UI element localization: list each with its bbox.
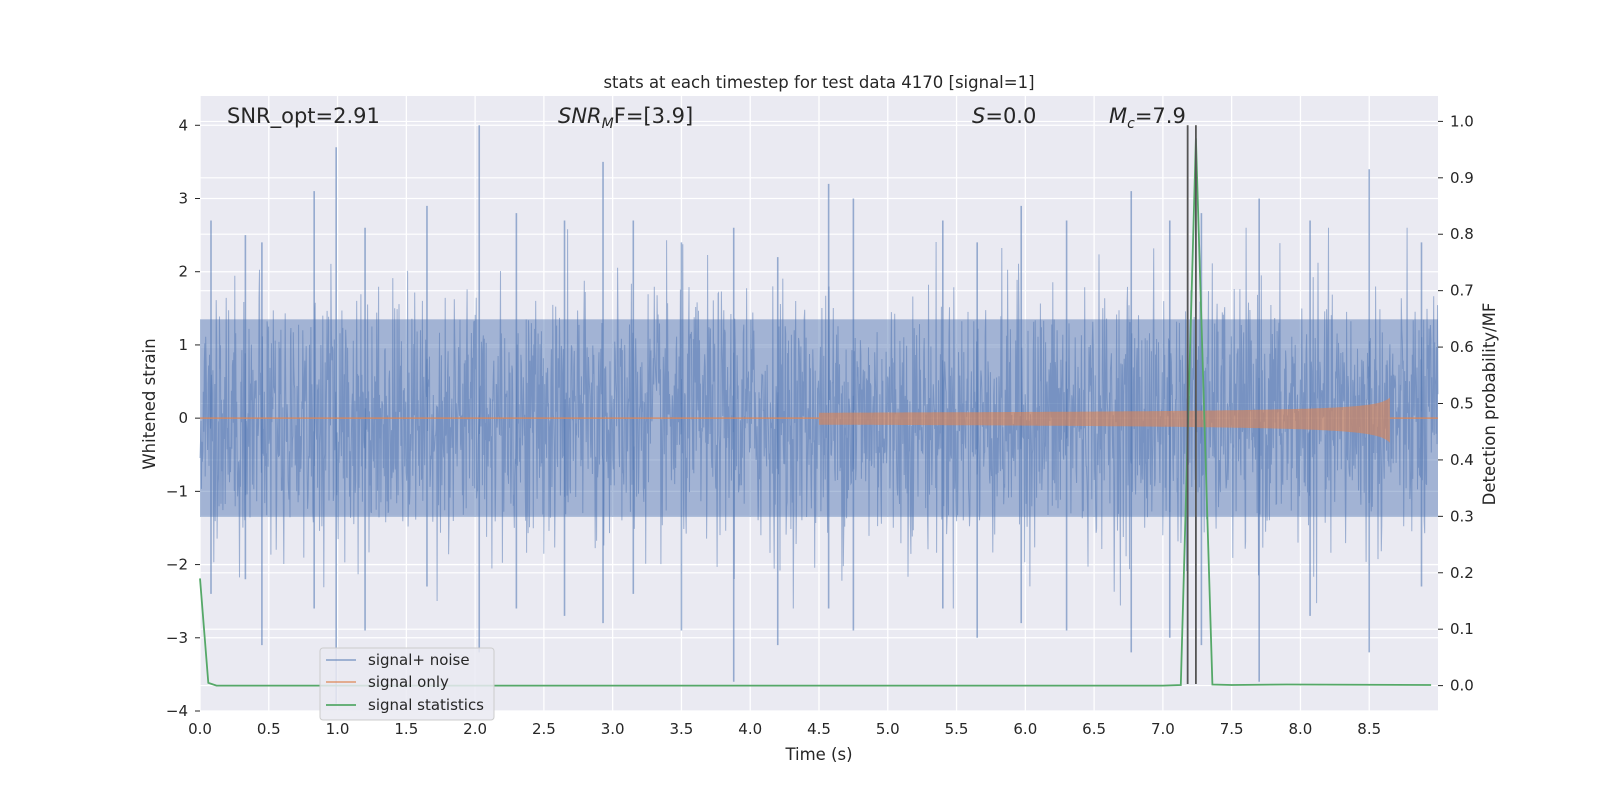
y-tick-label: −2 — [166, 556, 188, 574]
y2-tick-label: 0.4 — [1450, 451, 1474, 469]
y-tick-label: 3 — [178, 190, 188, 208]
x-tick-label: 7.0 — [1151, 720, 1175, 738]
y2-tick-label: 0.7 — [1450, 282, 1474, 300]
y2-tick-label: 0.0 — [1450, 677, 1474, 695]
y2-tick-label: 0.1 — [1450, 620, 1474, 638]
x-tick-label: 7.5 — [1220, 720, 1244, 738]
y2-tick-label: 0.8 — [1450, 225, 1474, 243]
y2-tick-label: 0.6 — [1450, 338, 1474, 356]
x-tick-label: 6.5 — [1082, 720, 1106, 738]
legend: signal+ noise signal only signal statist… — [319, 647, 495, 721]
series-signal-statistics — [199, 138, 1432, 687]
y2-tick-labels: 0.0 0.1 0.2 0.3 0.4 0.5 0.6 0.7 0.8 0.9 1.0 — [1438, 112, 1474, 695]
x-axis-label: Time (s) — [784, 745, 852, 764]
legend-label-signal-statistics: signal statistics — [368, 696, 484, 714]
series-signal-only — [200, 397, 1438, 443]
y-tick-label: 1 — [178, 336, 188, 354]
x-tick-label: 4.0 — [738, 720, 762, 738]
y2-axis-label: Detection probability/MF — [1480, 303, 1499, 506]
x-tick-label: 2.5 — [532, 720, 556, 738]
y-axis-label: Whitened strain — [140, 338, 159, 469]
y-tick-labels: 4 3 2 1 0 −1 −2 −3 −4 — [166, 116, 200, 720]
x-tick-label: 3.5 — [670, 720, 694, 738]
legend-box — [319, 647, 495, 721]
y-tick-label: −3 — [166, 629, 188, 647]
x-tick-label: 6.0 — [1013, 720, 1037, 738]
x-tick-label: 4.5 — [807, 720, 831, 738]
y-tick-label: 0 — [178, 409, 188, 427]
x-tick-label: 1.0 — [326, 720, 350, 738]
y-tick-label: 4 — [178, 116, 188, 134]
vertical-markers — [1186, 125, 1197, 684]
chirp-envelope — [819, 397, 1390, 443]
x-tick-label: 0.5 — [257, 720, 281, 738]
y2-tick-label: 0.3 — [1450, 507, 1474, 525]
x-tick-labels: 0.0 0.5 1.0 1.5 2.0 2.5 3.0 3.5 4.0 4.5 5.0 5.5 6.0 6… — [188, 720, 1381, 738]
stats-line — [199, 138, 1432, 687]
legend-label-signal-only: signal only — [368, 673, 449, 691]
annotation-snr-mf: SNRMF=[3.9] — [558, 104, 693, 132]
chart-title: stats at each timestep for test data 417… — [603, 73, 1034, 92]
x-tick-label: 3.0 — [601, 720, 625, 738]
x-tick-label: 1.5 — [394, 720, 418, 738]
x-tick-label: 0.0 — [188, 720, 212, 738]
annotation-mc: Mc=7.9 — [1109, 104, 1186, 132]
noise-trace — [199, 227, 1439, 609]
y2-tick-label: 0.5 — [1450, 395, 1474, 413]
y-tick-label: 2 — [178, 263, 188, 281]
y2-tick-label: 0.2 — [1450, 564, 1474, 582]
y-tick-label: −4 — [166, 702, 188, 720]
y-tick-label: −1 — [166, 482, 188, 500]
y2-tick-label: 1.0 — [1450, 112, 1474, 130]
annotation-snr-opt: SNR_opt=2.91 — [227, 104, 380, 129]
y2-tick-label: 0.9 — [1450, 169, 1474, 187]
annotation-s: S=0.0 — [972, 104, 1036, 128]
x-tick-label: 8.0 — [1289, 720, 1313, 738]
x-tick-label: 5.5 — [945, 720, 969, 738]
x-tick-label: 5.0 — [876, 720, 900, 738]
x-tick-label: 8.5 — [1357, 720, 1381, 738]
x-tick-label: 2.0 — [463, 720, 487, 738]
legend-label-signal-noise: signal+ noise — [368, 651, 470, 669]
